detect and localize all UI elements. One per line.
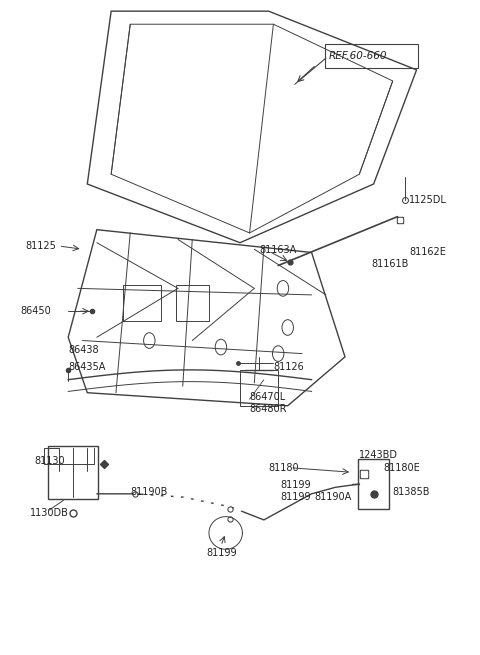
- Text: 81385B: 81385B: [393, 487, 430, 497]
- Text: 86480R: 86480R: [250, 404, 287, 414]
- Text: 81180: 81180: [269, 462, 299, 473]
- Text: 81190B: 81190B: [130, 487, 168, 497]
- Text: 81126: 81126: [274, 362, 304, 371]
- Bar: [240, 370, 278, 405]
- Text: REF.60-660: REF.60-660: [328, 51, 387, 61]
- Text: 81130: 81130: [35, 456, 65, 466]
- Text: 1243BD: 1243BD: [360, 450, 398, 460]
- Text: 81199: 81199: [206, 548, 237, 557]
- Text: 81199: 81199: [281, 480, 311, 491]
- Text: 81180E: 81180E: [383, 462, 420, 473]
- Text: 1125DL: 1125DL: [409, 195, 447, 205]
- Bar: [176, 285, 209, 321]
- Text: 81199: 81199: [281, 492, 311, 502]
- Text: 81162E: 81162E: [409, 248, 446, 257]
- Text: 86470L: 86470L: [250, 392, 286, 402]
- Text: 86450: 86450: [21, 306, 51, 316]
- Bar: [123, 285, 161, 321]
- Text: 86438: 86438: [68, 345, 99, 355]
- Text: 1130DB: 1130DB: [30, 508, 69, 518]
- Text: 81161B: 81161B: [371, 259, 408, 269]
- Text: 81125: 81125: [25, 241, 56, 251]
- Text: 81190A: 81190A: [314, 492, 351, 502]
- Text: 86435A: 86435A: [68, 362, 106, 371]
- Text: 81163A: 81163A: [259, 245, 296, 255]
